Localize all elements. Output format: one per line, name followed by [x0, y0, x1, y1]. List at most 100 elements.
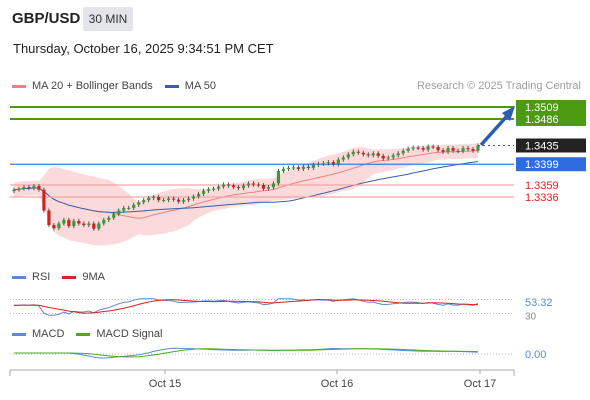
rsi-legend: RSI 9MA	[12, 271, 117, 283]
candle-body	[406, 148, 410, 151]
level-label-3: 1.3399	[525, 159, 559, 171]
candle-body	[117, 210, 121, 215]
candle-body	[411, 147, 415, 149]
candle-body	[197, 193, 201, 197]
x-tick-label: Oct 15	[149, 378, 181, 390]
level-tag-3	[516, 157, 586, 172]
candle-body	[231, 185, 236, 188]
ma50-line	[13, 161, 479, 213]
candle-body	[72, 220, 76, 227]
candle-body	[351, 151, 355, 155]
candle-body	[241, 185, 246, 189]
candle-body	[356, 151, 360, 153]
legend-macd-signal-label: MACD Signal	[96, 328, 163, 340]
candle-body	[321, 163, 325, 165]
candle-body	[42, 189, 46, 211]
legend-9ma: 9MA	[62, 271, 105, 283]
candle-body	[236, 187, 241, 189]
candle-body	[77, 220, 81, 224]
candle-body	[401, 150, 405, 154]
candle-body	[132, 204, 136, 208]
candle-body	[471, 149, 475, 151]
candle-body	[326, 162, 330, 164]
x-tick-label: Oct 17	[464, 378, 496, 390]
candle-body	[216, 186, 221, 189]
candle-body	[466, 148, 470, 150]
candle-body	[261, 185, 266, 189]
candle-body	[172, 198, 176, 200]
candle-body	[431, 146, 435, 148]
candle-body	[211, 188, 216, 190]
chart-datetime: Thursday, October 16, 2025 9:34:51 PM CE…	[13, 41, 274, 56]
candle-body	[221, 184, 226, 187]
candle-body	[291, 167, 295, 169]
macd-value-label: 0.00	[525, 349, 546, 361]
legend-macd: MACD	[12, 328, 64, 340]
candle-body	[27, 187, 31, 189]
candle-body	[451, 148, 455, 151]
candle-body	[107, 217, 111, 220]
candle-body	[206, 189, 211, 191]
research-credit: Research © 2025 Trading Central	[416, 80, 581, 92]
candle-body	[17, 188, 21, 190]
legend-ma20-swatch	[12, 84, 26, 88]
candle-body	[177, 199, 181, 202]
candle-body	[436, 147, 440, 151]
candle-body	[256, 184, 261, 186]
candle-body	[331, 162, 335, 165]
candle-body	[47, 210, 51, 226]
candle-body	[122, 207, 126, 211]
level-label-4: 1.3359	[525, 180, 559, 192]
candle-body	[426, 146, 430, 150]
candle-body	[82, 223, 86, 226]
candle-body	[147, 198, 151, 201]
candle-body	[87, 223, 91, 226]
candle-body	[152, 197, 156, 199]
candle-body	[251, 183, 256, 185]
candle-body	[162, 200, 166, 202]
candle-body	[37, 186, 41, 190]
level-label-5: 1.3336	[525, 192, 559, 204]
legend-rsi-label: RSI	[32, 271, 51, 283]
legend-macd-signal-swatch	[76, 332, 91, 336]
candle-body	[281, 168, 286, 171]
candle-body	[97, 223, 101, 229]
candle-body	[391, 155, 395, 158]
candle-body	[92, 223, 96, 229]
candle-body	[441, 150, 445, 152]
projection-arrow	[479, 114, 509, 147]
legend-rsi: RSI	[12, 271, 50, 283]
candle-body	[226, 184, 231, 186]
legend-macd-signal: MACD Signal	[76, 328, 162, 340]
legend-ma50: MA 50	[164, 80, 216, 92]
candle-body	[57, 223, 61, 229]
candle-body	[316, 163, 320, 165]
candle-body	[112, 214, 116, 218]
symbol-title: GBP/USD	[12, 10, 81, 27]
x-tick-label: Oct 16	[321, 378, 353, 390]
candle-body	[311, 164, 315, 168]
candle-body	[366, 154, 370, 156]
timeframe-badge[interactable]: 30 MIN	[83, 7, 133, 31]
candle-body	[52, 225, 56, 229]
candle-body	[201, 190, 206, 194]
candle-body	[266, 187, 271, 189]
projection-arrow-head	[502, 106, 515, 121]
candle-body	[341, 157, 345, 160]
candle-body	[376, 153, 380, 156]
candle-body	[306, 166, 310, 168]
candle-body	[167, 198, 171, 201]
candle-body	[22, 187, 26, 189]
level-label-0: 1.3509	[525, 102, 559, 114]
candle-body	[336, 159, 340, 165]
candle-body	[461, 148, 465, 152]
candle-body	[446, 148, 450, 152]
legend-9ma-label: 9MA	[82, 271, 105, 283]
level-label-2: 1.3435	[525, 140, 559, 152]
candle-body	[421, 148, 425, 150]
candle-body	[271, 183, 276, 188]
candle-body	[361, 152, 365, 155]
legend-macd-label: MACD	[32, 328, 65, 340]
level-label-1: 1.3486	[525, 114, 559, 126]
